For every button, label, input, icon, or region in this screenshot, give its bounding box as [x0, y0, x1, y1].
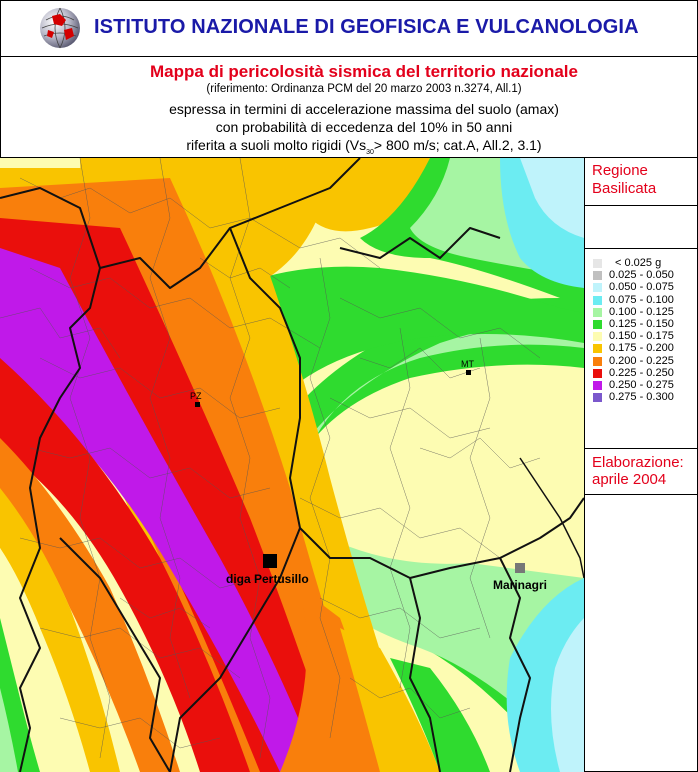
- potenza-marker-icon: [195, 402, 200, 407]
- marinagri-marker-icon: [515, 563, 525, 573]
- zone-purple-band: [0, 248, 320, 772]
- city-label-potenza: PZ: [190, 391, 202, 401]
- elaboration-note: Elaborazione: aprile 2004: [592, 454, 684, 488]
- separator: [585, 205, 698, 206]
- zone-paleblue-se: [551, 618, 584, 772]
- legend-swatch: [593, 393, 602, 403]
- zone-red-band-inner: [0, 358, 250, 772]
- side-panel: Regione Basilicata < 0.025 g 0.025 - 0.05…: [585, 158, 698, 772]
- zone-paleyellow-sw: [0, 548, 80, 772]
- region-line-1: Regione: [592, 162, 648, 179]
- separator: [585, 494, 698, 495]
- legend-label: 0.200 - 0.225: [609, 354, 674, 367]
- legend-label: 0.125 - 0.150: [609, 317, 674, 330]
- zone-paleblue-ne: [520, 158, 584, 238]
- legend-swatch: [593, 380, 602, 390]
- coastline: [519, 457, 584, 579]
- zone-orange-band-inner: [0, 438, 180, 772]
- hazard-map: PZ MT diga Pertusillo Marinagri: [0, 158, 585, 772]
- place-label-marinagri: Marinagri: [493, 578, 548, 592]
- zone-lightgreen-sw: [0, 688, 18, 772]
- city-label-matera: MT: [461, 359, 474, 369]
- elaboration-line-1: Elaborazione:: [592, 454, 684, 471]
- legend-label: 0.225 - 0.250: [609, 366, 674, 379]
- legend-label: 0.250 - 0.275: [609, 378, 674, 391]
- legend-label: 0.150 - 0.175: [609, 330, 674, 343]
- hazard-map-canvas: [0, 158, 584, 772]
- legend-swatch: [593, 368, 602, 378]
- legend-swatch: [593, 259, 602, 268]
- legend-swatch: [593, 319, 602, 329]
- map-subtitle-line-2: con probabilità di eccedenza del 10% in …: [215, 119, 513, 135]
- legend-swatch: [593, 271, 602, 281]
- dam-marker-icon: [263, 554, 277, 568]
- legend-swatch: [593, 356, 602, 366]
- region-line-2: Basilicata: [592, 180, 657, 197]
- place-label-dam: diga Pertusillo: [226, 572, 309, 586]
- globe-logo-icon: [40, 7, 80, 49]
- map-title: Mappa di pericolosità sismica del territ…: [150, 62, 578, 81]
- header: ISTITUTO NAZIONALE DI GEOFISICA E VULCAN…: [0, 0, 698, 57]
- municipal-boundaries: [0, 158, 541, 759]
- map-reference: (riferimento: Ordinanza PCM del 20 marzo…: [206, 83, 522, 95]
- separator: [585, 448, 698, 449]
- legend-swatch: [593, 307, 602, 317]
- separator: [585, 248, 698, 249]
- zone-yellow-se: [340, 628, 440, 772]
- legend-label: 0.050 - 0.075: [609, 281, 674, 294]
- legend-label: 0.075 - 0.100: [609, 293, 674, 306]
- institute-name: ISTITUTO NAZIONALE DI GEOFISICA E VULCAN…: [94, 16, 639, 38]
- map-subtitle-line-1: espressa in termini di accelerazione mas…: [169, 101, 559, 117]
- legend-label: 0.275 - 0.300: [609, 391, 674, 404]
- legend-label: 0.100 - 0.125: [609, 305, 674, 318]
- matera-marker-icon: [466, 370, 471, 375]
- legend-label: < 0.025 g: [615, 257, 662, 269]
- legend-label: 0.025 - 0.050: [609, 269, 674, 282]
- map-subtitle-line-3: riferita a suoli molto rigidi (Vs30> 800…: [186, 137, 542, 156]
- legend-label: 0.175 - 0.200: [609, 342, 674, 355]
- region-name: Regione Basilicata: [592, 162, 656, 198]
- elaboration-line-2: aprile 2004: [592, 471, 667, 488]
- zone-orange-se: [280, 588, 380, 772]
- title-box: Mappa di pericolosità sismica del territ…: [0, 57, 698, 158]
- legend-swatch: [593, 283, 602, 293]
- regional-boundaries: [0, 158, 584, 772]
- legend-swatch: [593, 344, 602, 354]
- legend-swatch: [593, 332, 602, 342]
- zone-yellow-band-inner: [0, 488, 120, 772]
- legend-swatch: [593, 295, 602, 305]
